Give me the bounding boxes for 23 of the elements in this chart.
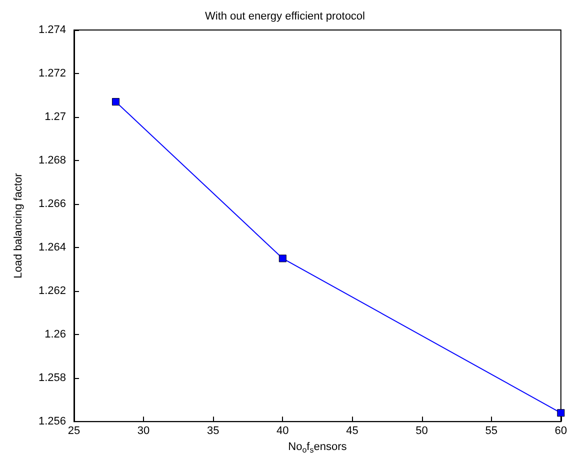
y-tick-label: 1.256: [38, 416, 66, 428]
y-tick-label: 1.266: [38, 198, 66, 210]
x-tick-label: 40: [276, 425, 289, 438]
point: [557, 409, 565, 417]
point: [278, 254, 286, 262]
y-tick-label: 1.274: [38, 24, 66, 36]
x-tick-label: 60: [554, 425, 568, 438]
x-tick-label: 25: [68, 425, 80, 438]
y-tick-label: 1.272: [38, 68, 66, 80]
y-tick-label: 1.27: [44, 111, 66, 124]
y-tick-label: 1.262: [38, 285, 66, 298]
y-tick-label: 1.264: [38, 242, 66, 254]
chart-title: With out energy efficient protocol: [205, 10, 365, 22]
point: [112, 98, 120, 106]
y-tick-label: 1.26: [44, 328, 66, 341]
y-axis-title: Load balancing factor: [12, 172, 24, 278]
x-tick-label: 55: [485, 425, 498, 438]
x-tick-label: 35: [206, 425, 220, 438]
x-tick-label: 30: [137, 425, 150, 438]
y-tick-label: 1.268: [38, 154, 66, 167]
x-tick-label: 50: [416, 425, 428, 438]
x-tick-label: 45: [346, 425, 358, 438]
y-tick-label: 1.258: [38, 372, 66, 384]
